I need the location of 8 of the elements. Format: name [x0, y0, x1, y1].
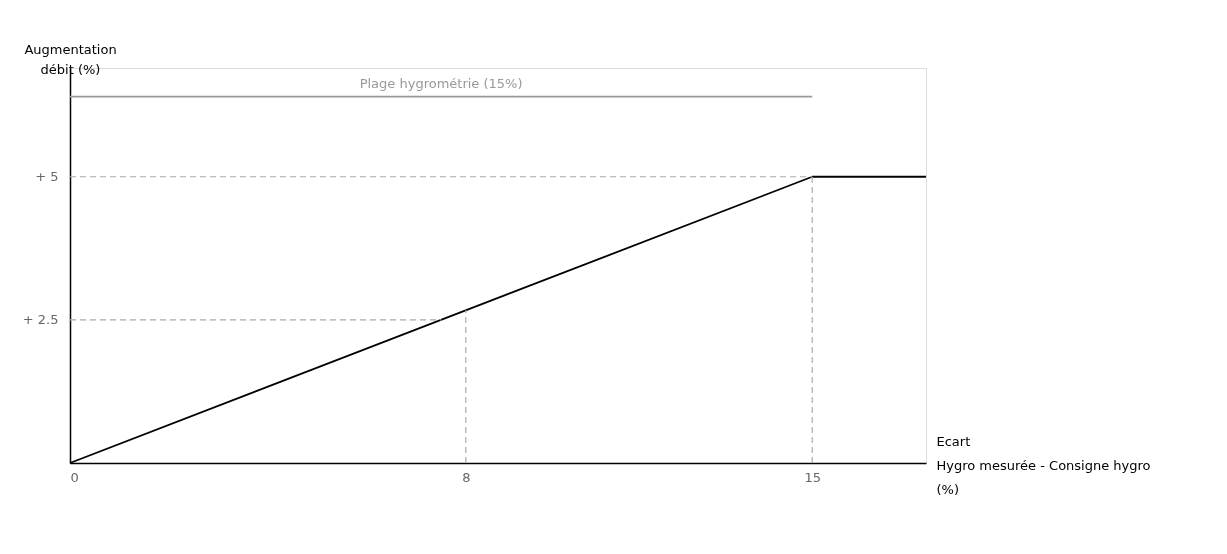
x-axis-title: Ecart Hygro mesurée - Consigne hygro (%) [936, 433, 1151, 497]
annotation: Plage hygrométrie (15%) [359, 75, 523, 91]
y-tick-label: + 5 [35, 169, 59, 185]
x-tick-label: 8 [462, 469, 471, 485]
y-axis-title: Augmentation débit (%) [24, 41, 117, 77]
x-tick-label: 15 [804, 469, 821, 485]
y-tick-label: + 2.5 [22, 312, 59, 328]
x-tick-label: 0 [70, 469, 79, 485]
